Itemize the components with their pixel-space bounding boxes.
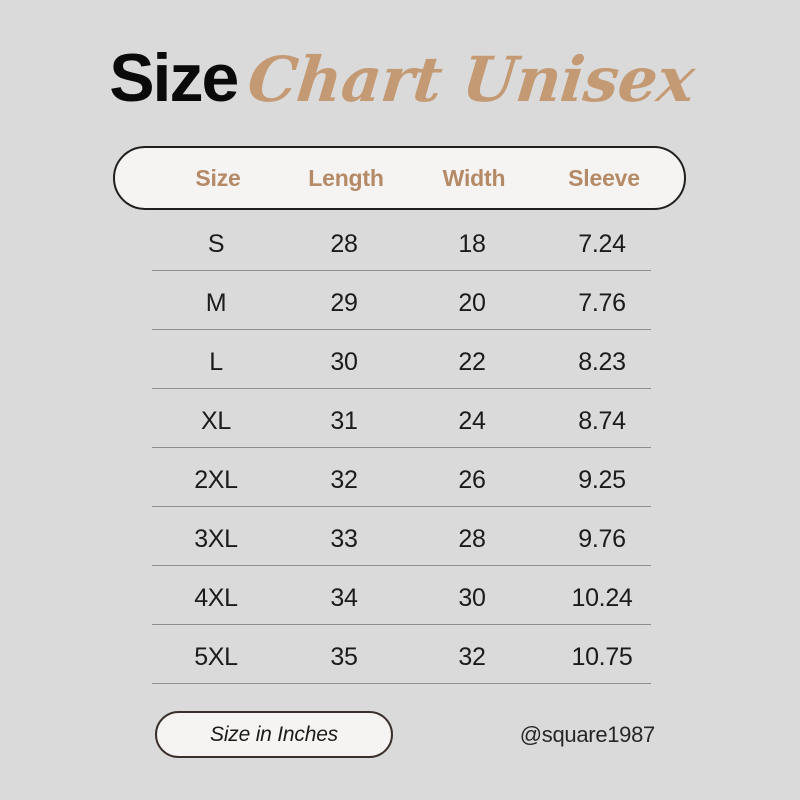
cell-size: 2XL	[194, 466, 238, 494]
column-header-length: Length	[308, 164, 384, 191]
row-divider	[152, 388, 651, 389]
cell-length: 28	[330, 230, 358, 258]
row-divider	[152, 447, 651, 448]
cell-width: 18	[458, 230, 486, 258]
brand-handle: @square1987	[519, 722, 656, 747]
cell-size: 3XL	[194, 525, 238, 553]
cell-sleeve: 9.25	[578, 466, 626, 494]
cell-width: 22	[458, 348, 486, 376]
table-row: L 30 22 8.23	[0, 336, 800, 395]
cell-width: 30	[458, 584, 486, 612]
column-header-sleeve: Sleeve	[568, 164, 640, 191]
cell-size: M	[205, 289, 227, 317]
cell-size: 5XL	[194, 643, 238, 671]
cell-width: 28	[458, 525, 486, 553]
table-row: 4XL 34 30 10.24	[0, 572, 800, 631]
size-table-body: S 28 18 7.24 M 29 20 7.76 L 30 22 8.23	[0, 218, 800, 690]
cell-sleeve: 7.76	[578, 289, 626, 317]
cell-width: 32	[458, 643, 486, 671]
cell-size: L	[209, 348, 223, 376]
cell-length: 30	[330, 348, 358, 376]
cell-sleeve: 10.75	[571, 643, 633, 671]
table-row: 5XL 35 32 10.75	[0, 631, 800, 690]
cell-sleeve: 8.23	[578, 348, 626, 376]
cell-sleeve: 7.24	[578, 230, 626, 258]
cell-size: 4XL	[194, 584, 238, 612]
table-row: 2XL 32 26 9.25	[0, 454, 800, 513]
table-row: 3XL 33 28 9.76	[0, 513, 800, 572]
row-divider	[152, 329, 651, 330]
cell-sleeve: 9.76	[578, 525, 626, 553]
cell-width: 20	[458, 289, 486, 317]
table-row: M 29 20 7.76	[0, 277, 800, 336]
table-row: S 28 18 7.24	[0, 218, 800, 277]
cell-width: 24	[458, 407, 486, 435]
cell-size: S	[207, 230, 225, 258]
cell-sleeve: 8.74	[578, 407, 626, 435]
cell-length: 31	[330, 407, 358, 435]
row-divider	[152, 270, 651, 271]
cell-length: 33	[330, 525, 358, 553]
cell-length: 34	[330, 584, 358, 612]
table-header-pill: Size Length Width Sleeve	[113, 146, 686, 210]
cell-sleeve: 10.24	[571, 584, 633, 612]
title-main-text: Size	[109, 40, 239, 116]
cell-length: 35	[330, 643, 358, 671]
size-unit-label: Size in Inches	[210, 722, 338, 746]
cell-width: 26	[458, 466, 486, 494]
column-header-size: Size	[195, 164, 241, 191]
title-script-text: Chart Unisex	[244, 43, 698, 116]
row-divider	[152, 624, 651, 625]
cell-length: 29	[330, 289, 358, 317]
page-title: Size Chart Unisex	[0, 40, 800, 116]
column-header-width: Width	[442, 164, 506, 191]
table-row: XL 31 24 8.74	[0, 395, 800, 454]
cell-size: XL	[201, 407, 231, 435]
size-unit-pill: Size in Inches	[155, 711, 393, 758]
row-divider	[152, 683, 651, 684]
row-divider	[152, 506, 651, 507]
cell-length: 32	[330, 466, 358, 494]
row-divider	[152, 565, 651, 566]
